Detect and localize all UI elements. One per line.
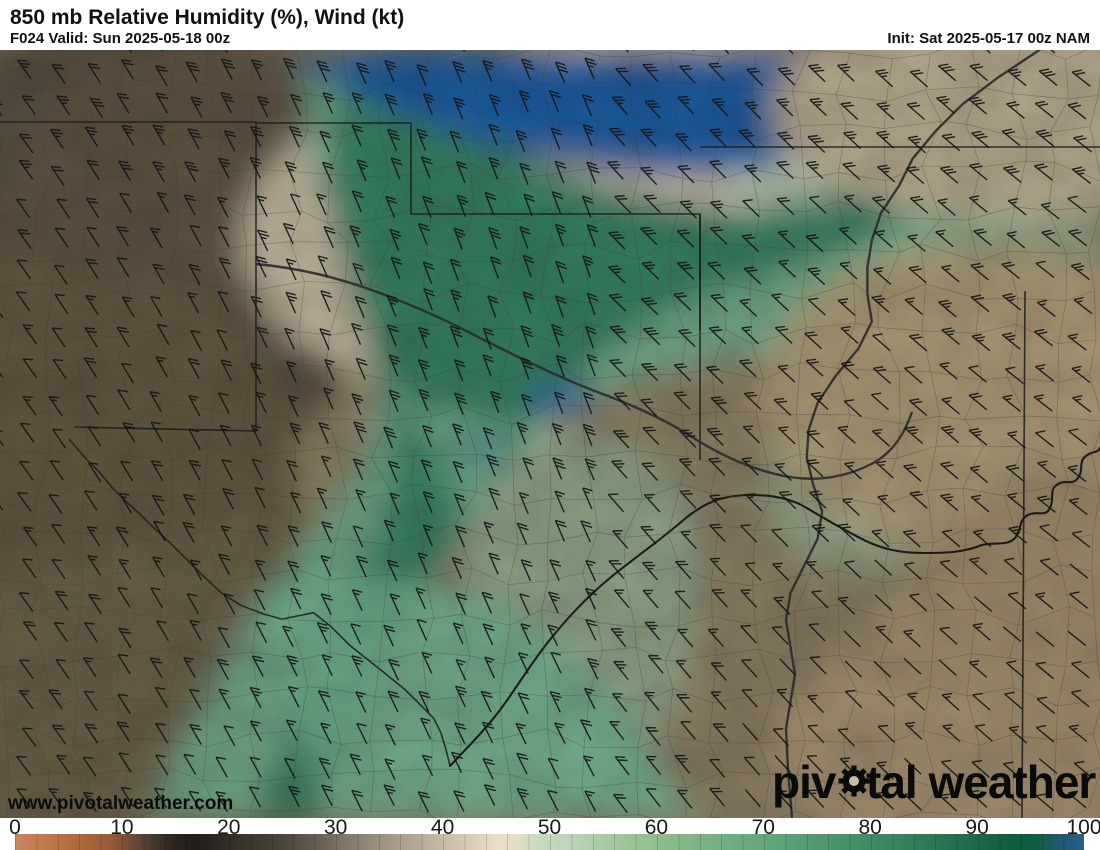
svg-text:piv: piv: [772, 756, 837, 808]
svg-text:tal weather: tal weather: [866, 756, 1096, 808]
